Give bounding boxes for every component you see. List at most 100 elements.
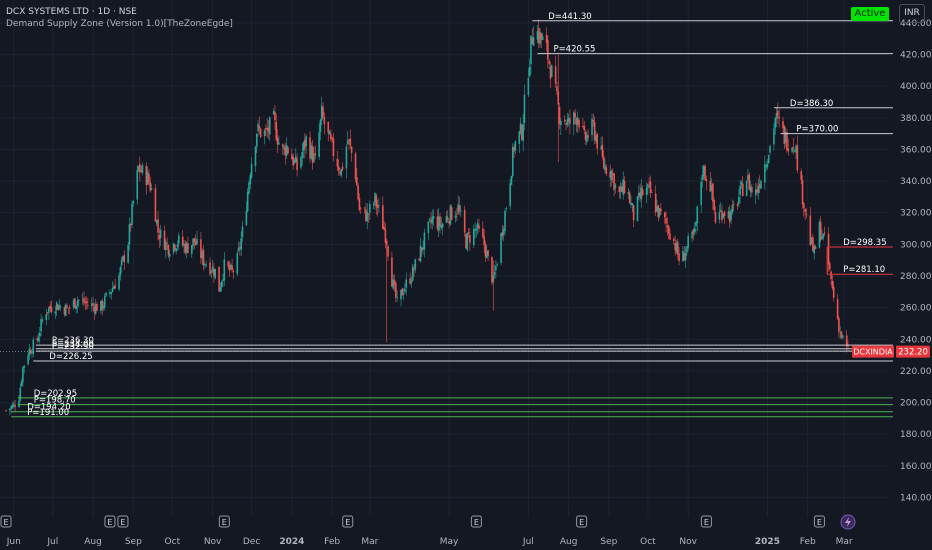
candle (192, 238, 194, 251)
candle (528, 58, 531, 78)
candle (823, 226, 826, 237)
candle (639, 183, 641, 203)
candle (246, 188, 249, 213)
candle (803, 202, 805, 217)
candle (356, 167, 358, 186)
candle (163, 225, 166, 251)
candle (565, 122, 567, 131)
x-tick-label: Sep (600, 537, 617, 547)
candle (778, 109, 780, 128)
candle (287, 146, 289, 155)
candle (575, 116, 578, 132)
zone-line[interactable]: P=191.00 (11, 408, 893, 418)
candle (72, 298, 75, 310)
candle (209, 257, 211, 277)
x-tick-label: Oct (165, 537, 181, 547)
x-axis: Jun Jul Aug Sep Oct Nov Dec 2024 Feb Mar May Jul Aug… (0, 514, 856, 547)
candle (63, 305, 66, 317)
earnings-icon[interactable]: E (700, 515, 712, 528)
candle (496, 262, 498, 267)
zone-label: P=420.55 (553, 45, 595, 55)
candle (519, 117, 522, 136)
zone-line[interactable]: D=226.25 (33, 352, 893, 362)
candle (313, 146, 315, 163)
candle (196, 230, 198, 246)
candle (684, 246, 687, 268)
candle (174, 243, 176, 253)
candle (813, 243, 816, 260)
candle (300, 155, 302, 170)
earnings-icon[interactable]: E (0, 515, 12, 528)
candle (83, 291, 85, 307)
candle (436, 209, 439, 232)
candle (176, 240, 179, 252)
earnings-icon[interactable]: E (218, 515, 230, 528)
candle (449, 204, 452, 226)
earnings-icon[interactable]: E (576, 515, 588, 528)
chart-title[interactable]: DCX SYSTEMS LTD · 1D · NSE (6, 7, 137, 17)
zone-line[interactable]: P=236.30 (35, 336, 893, 346)
svg-text:E: E (704, 518, 709, 527)
candle (165, 238, 167, 259)
candle (645, 182, 648, 203)
candle (522, 114, 524, 152)
candle (318, 123, 320, 161)
candle (128, 217, 131, 251)
candle (701, 165, 704, 188)
y-tick-label: 300.00 (900, 240, 932, 250)
zone-line[interactable]: P=232.50 (35, 342, 893, 352)
zone-label: D=441.30 (548, 12, 591, 22)
candle (103, 293, 106, 311)
earnings-icon[interactable]: E (342, 515, 354, 528)
candle (609, 164, 612, 188)
earnings-icon[interactable]: E (470, 515, 482, 528)
candle (272, 108, 275, 116)
candle (20, 378, 23, 388)
earnings-icon[interactable]: E (813, 515, 825, 528)
y-tick-label: 320.00 (900, 209, 932, 219)
earnings-icon[interactable]: E (104, 515, 116, 528)
zone-line[interactable]: D=441.30 (532, 12, 893, 22)
zone-line[interactable]: P=281.10 (826, 246, 893, 275)
symbol-tag: DCXINDIA (852, 345, 894, 358)
currency-button[interactable]: INR (899, 4, 925, 23)
svg-text:E: E (120, 518, 125, 527)
candle (11, 401, 14, 409)
candle (387, 244, 389, 261)
candle (495, 260, 497, 279)
zone-label: P=236.30 (52, 336, 94, 346)
candle (157, 210, 159, 241)
active-badge: Active (851, 7, 889, 21)
candle (59, 304, 62, 311)
zone-line[interactable]: D=386.30 (773, 99, 893, 109)
candle (567, 113, 570, 127)
candle (666, 217, 669, 236)
candle (830, 270, 832, 286)
y-tick-label: 380.00 (900, 114, 932, 124)
lightning-icon[interactable] (840, 514, 856, 530)
candle (758, 175, 761, 194)
x-tick-label: Feb (324, 537, 340, 547)
candle (539, 27, 541, 48)
zone-line[interactable]: D=194.20 (11, 403, 893, 413)
zone-line[interactable]: P=370.00 (780, 125, 893, 135)
candle (357, 182, 359, 201)
candle (213, 262, 215, 283)
candle (29, 347, 32, 355)
candle (592, 113, 595, 127)
candle (485, 245, 488, 259)
candle (483, 229, 485, 253)
indicator-title[interactable]: Demand Supply Zone (Version 1.0)[TheZone… (6, 19, 233, 29)
candle (432, 208, 435, 226)
zone-line[interactable]: P=234.00 (35, 340, 893, 350)
candle (284, 142, 287, 165)
zone-line[interactable]: D=202.95 (17, 389, 893, 399)
candle (283, 143, 285, 156)
y-tick-label: 340.00 (900, 177, 932, 187)
zone-line[interactable]: P=420.55 (537, 45, 893, 55)
candle (591, 113, 593, 142)
earnings-icon[interactable]: E (117, 515, 129, 528)
candle (259, 127, 262, 139)
zone-line[interactable]: P=198.70 (17, 396, 893, 406)
